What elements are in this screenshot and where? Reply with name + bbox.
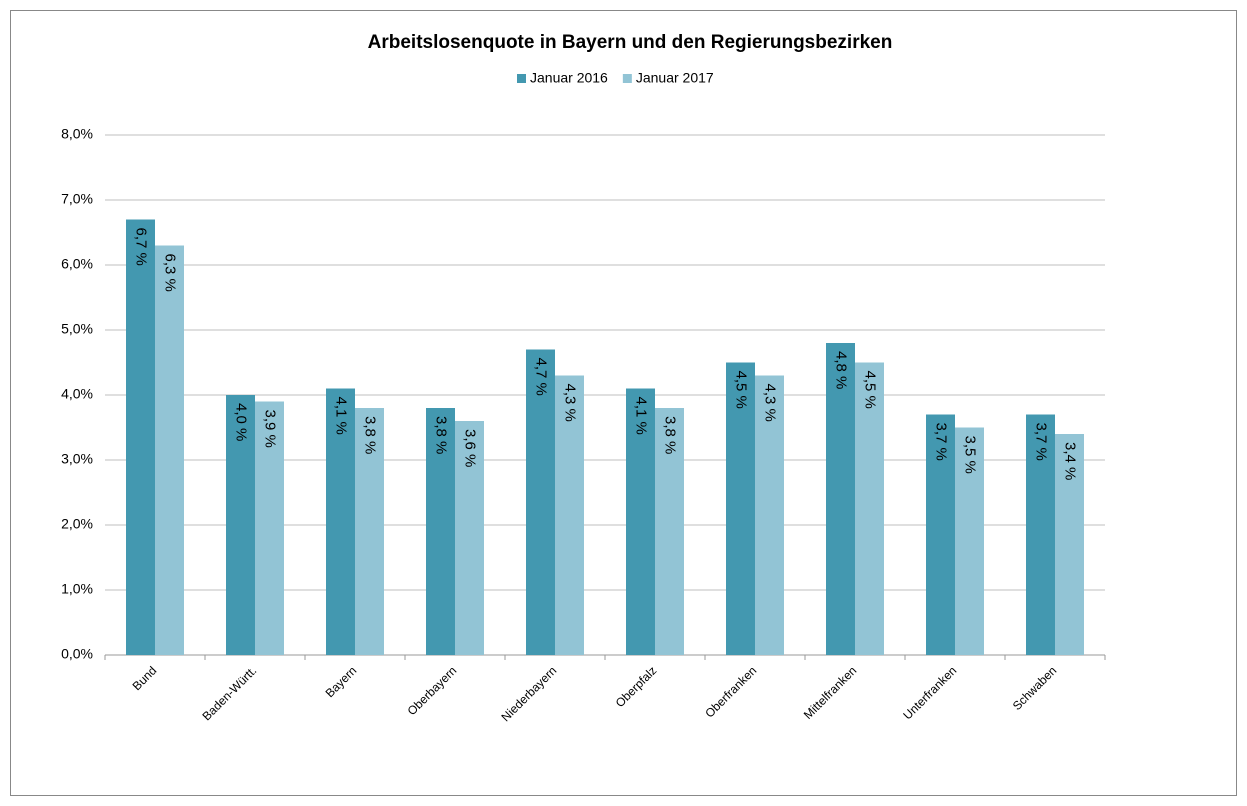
legend-label: Januar 2016 bbox=[530, 70, 608, 86]
bar bbox=[1055, 434, 1084, 655]
value-label: 4,1 % bbox=[333, 397, 350, 435]
legend-swatch bbox=[622, 74, 632, 83]
y-tick-label: 4,0% bbox=[61, 386, 93, 402]
y-tick-label: 0,0% bbox=[61, 646, 93, 662]
bar bbox=[226, 395, 255, 655]
bar bbox=[855, 362, 884, 655]
value-label: 3,6 % bbox=[462, 429, 479, 467]
value-label: 3,7 % bbox=[1033, 423, 1050, 461]
bar bbox=[655, 408, 684, 655]
bar bbox=[1026, 414, 1055, 655]
legend-label: Januar 2017 bbox=[636, 70, 714, 86]
y-tick-label: 6,0% bbox=[61, 256, 93, 272]
y-tick-label: 1,0% bbox=[61, 581, 93, 597]
value-label: 4,1 % bbox=[633, 397, 650, 435]
bar bbox=[426, 408, 455, 655]
bar bbox=[755, 375, 784, 655]
bar bbox=[926, 414, 955, 655]
value-label: 4,3 % bbox=[762, 384, 779, 422]
value-label: 3,7 % bbox=[933, 423, 950, 461]
bar bbox=[455, 421, 484, 655]
bar bbox=[726, 362, 755, 655]
value-label: 6,3 % bbox=[162, 254, 179, 292]
value-label: 3,8 % bbox=[662, 416, 679, 454]
value-label: 3,5 % bbox=[962, 436, 979, 474]
value-label: 4,8 % bbox=[833, 351, 850, 389]
y-tick-label: 7,0% bbox=[61, 191, 93, 207]
bar bbox=[255, 401, 284, 655]
value-label: 3,8 % bbox=[362, 416, 379, 454]
bar bbox=[826, 343, 855, 655]
value-label: 4,5 % bbox=[733, 371, 750, 409]
value-label: 4,7 % bbox=[533, 358, 550, 396]
y-tick-label: 5,0% bbox=[61, 321, 93, 337]
value-label: 3,4 % bbox=[1062, 442, 1079, 480]
bar bbox=[526, 349, 555, 655]
value-label: 4,3 % bbox=[562, 384, 579, 422]
bar bbox=[155, 245, 184, 655]
y-tick-label: 2,0% bbox=[61, 516, 93, 532]
value-label: 6,7 % bbox=[133, 228, 150, 266]
y-tick-label: 3,0% bbox=[61, 451, 93, 467]
bar bbox=[355, 408, 384, 655]
value-label: 3,9 % bbox=[262, 410, 279, 448]
value-label: 3,8 % bbox=[433, 416, 450, 454]
value-label: 4,5 % bbox=[862, 371, 879, 409]
bar bbox=[326, 388, 355, 655]
bar bbox=[555, 375, 584, 655]
y-tick-label: 8,0% bbox=[61, 126, 93, 142]
bar bbox=[126, 219, 155, 655]
legend-swatch bbox=[517, 74, 526, 83]
bar bbox=[626, 388, 655, 655]
value-label: 4,0 % bbox=[233, 403, 250, 441]
chart-title: Arbeitslosenquote in Bayern und den Regi… bbox=[368, 32, 893, 53]
bar bbox=[955, 427, 984, 655]
chart-frame bbox=[10, 10, 1237, 796]
